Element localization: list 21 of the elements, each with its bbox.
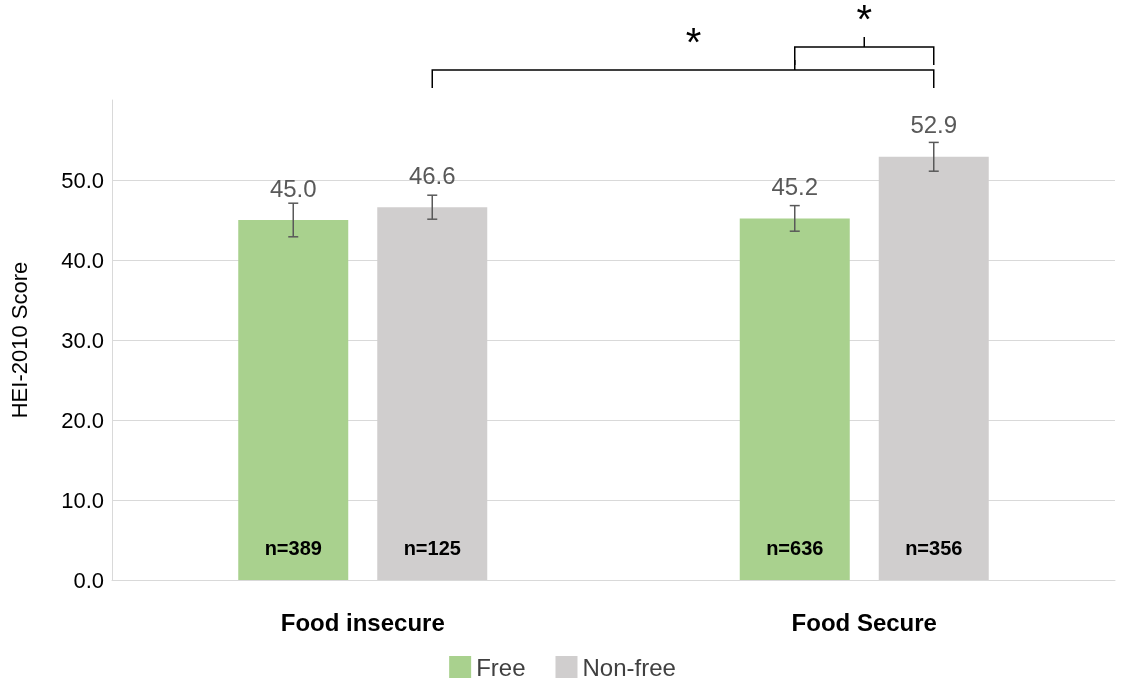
y-tick-label: 50.0 <box>61 167 104 193</box>
data-label: 46.6 <box>408 161 456 189</box>
text: * <box>685 20 702 64</box>
y-tick-label: 0.0 <box>73 567 104 593</box>
y-axis-title: HEI-2010 Score <box>6 261 32 419</box>
data-label: 45.0 <box>269 174 317 202</box>
x-tick-label: Food Secure <box>791 608 937 636</box>
x-tick-label: Food insecure <box>280 608 445 636</box>
annotation: n=389 <box>264 537 322 559</box>
text: * <box>856 0 873 41</box>
y-tick-label: 10.0 <box>61 487 104 513</box>
legend-label: Free <box>476 653 526 681</box>
annotation: n=636 <box>766 537 824 559</box>
y-tick-label: 40.0 <box>61 247 104 273</box>
annotation: n=125 <box>403 537 461 559</box>
y-tick-label: 30.0 <box>61 327 104 353</box>
data-label: 45.2 <box>771 172 819 200</box>
annotation: n=356 <box>905 537 963 559</box>
legend-label: Non-free <box>582 653 676 681</box>
data-label: 52.9 <box>910 111 958 139</box>
y-tick-label: 20.0 <box>61 407 104 433</box>
